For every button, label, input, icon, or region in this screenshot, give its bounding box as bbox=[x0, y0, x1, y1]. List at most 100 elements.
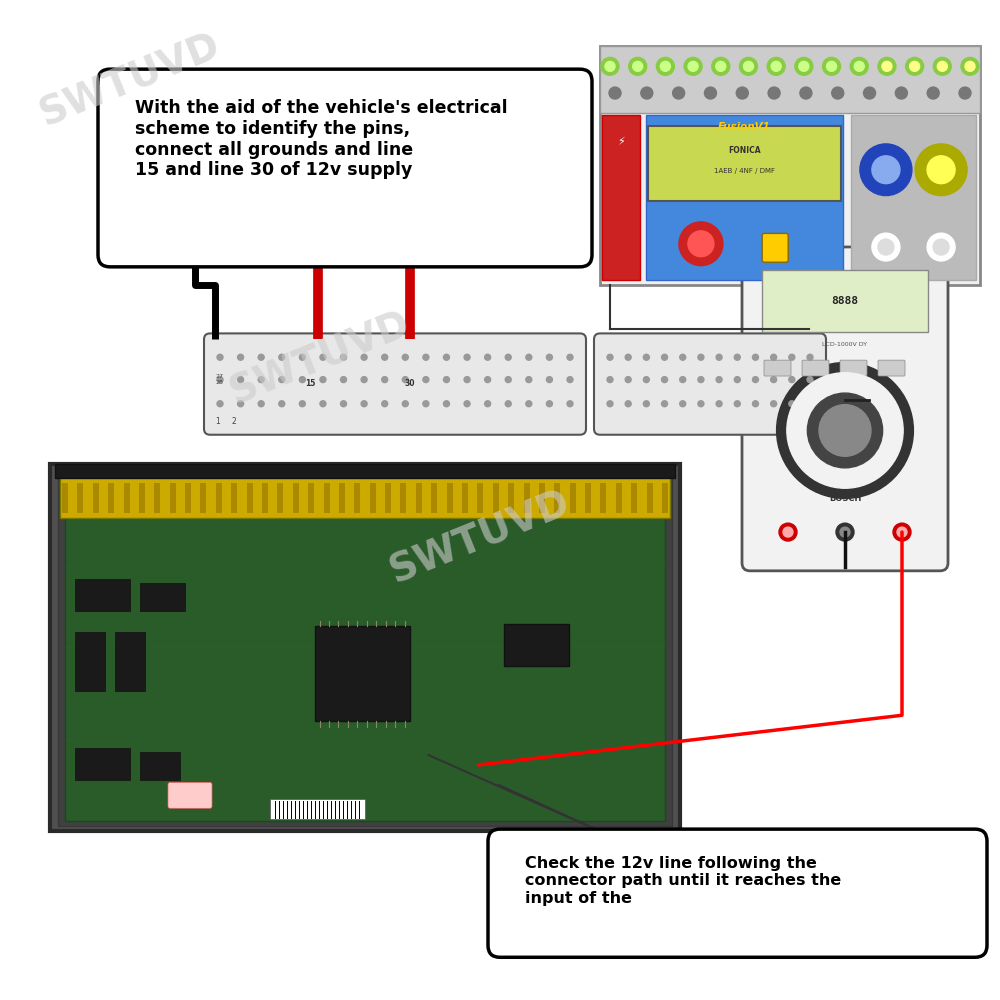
Circle shape bbox=[629, 57, 647, 75]
Circle shape bbox=[752, 401, 758, 407]
Circle shape bbox=[819, 405, 871, 456]
FancyBboxPatch shape bbox=[170, 483, 176, 513]
FancyBboxPatch shape bbox=[154, 483, 160, 513]
Circle shape bbox=[736, 87, 748, 99]
FancyBboxPatch shape bbox=[662, 483, 668, 513]
FancyBboxPatch shape bbox=[262, 483, 268, 513]
Circle shape bbox=[854, 61, 864, 71]
Circle shape bbox=[860, 144, 912, 196]
Circle shape bbox=[734, 401, 740, 407]
Text: 1: 1 bbox=[215, 417, 220, 426]
Circle shape bbox=[927, 87, 939, 99]
FancyBboxPatch shape bbox=[115, 632, 145, 691]
Circle shape bbox=[893, 523, 911, 541]
FancyBboxPatch shape bbox=[646, 115, 843, 280]
FancyBboxPatch shape bbox=[508, 483, 514, 513]
Text: Check the 12v line following the
connector path until it reaches the
input of th: Check the 12v line following the connect… bbox=[525, 856, 841, 906]
Circle shape bbox=[767, 57, 785, 75]
Circle shape bbox=[485, 377, 491, 383]
Circle shape bbox=[882, 61, 892, 71]
FancyBboxPatch shape bbox=[616, 483, 622, 513]
Text: ⚡: ⚡ bbox=[617, 137, 625, 147]
Circle shape bbox=[662, 354, 668, 360]
Circle shape bbox=[464, 354, 470, 360]
Circle shape bbox=[965, 61, 975, 71]
Circle shape bbox=[546, 401, 552, 407]
FancyBboxPatch shape bbox=[324, 483, 330, 513]
Circle shape bbox=[895, 87, 907, 99]
Circle shape bbox=[299, 401, 305, 407]
Circle shape bbox=[464, 377, 470, 383]
Text: 8888: 8888 bbox=[832, 296, 858, 306]
FancyBboxPatch shape bbox=[488, 829, 987, 957]
Circle shape bbox=[423, 401, 429, 407]
Text: 1AEB / 4NF / DMF: 1AEB / 4NF / DMF bbox=[714, 168, 775, 174]
Circle shape bbox=[850, 57, 868, 75]
FancyBboxPatch shape bbox=[585, 483, 591, 513]
Circle shape bbox=[910, 61, 920, 71]
Circle shape bbox=[546, 354, 552, 360]
FancyBboxPatch shape bbox=[124, 483, 130, 513]
FancyBboxPatch shape bbox=[447, 483, 453, 513]
FancyBboxPatch shape bbox=[370, 483, 376, 513]
FancyBboxPatch shape bbox=[270, 799, 365, 819]
Circle shape bbox=[464, 401, 470, 407]
FancyBboxPatch shape bbox=[647, 483, 653, 513]
FancyBboxPatch shape bbox=[168, 782, 212, 808]
Circle shape bbox=[789, 354, 795, 360]
FancyBboxPatch shape bbox=[60, 473, 670, 518]
Circle shape bbox=[679, 222, 723, 266]
FancyBboxPatch shape bbox=[140, 583, 185, 611]
Circle shape bbox=[443, 401, 449, 407]
Circle shape bbox=[662, 377, 668, 383]
FancyBboxPatch shape bbox=[231, 483, 237, 513]
Circle shape bbox=[688, 61, 698, 71]
FancyBboxPatch shape bbox=[277, 483, 283, 513]
Circle shape bbox=[601, 57, 619, 75]
FancyBboxPatch shape bbox=[631, 483, 637, 513]
Circle shape bbox=[505, 401, 511, 407]
Circle shape bbox=[279, 354, 285, 360]
FancyBboxPatch shape bbox=[204, 333, 586, 435]
Circle shape bbox=[807, 401, 813, 407]
Circle shape bbox=[800, 87, 812, 99]
Circle shape bbox=[915, 144, 967, 196]
Circle shape bbox=[961, 57, 979, 75]
Circle shape bbox=[959, 87, 971, 99]
Circle shape bbox=[526, 354, 532, 360]
FancyBboxPatch shape bbox=[594, 333, 826, 435]
Circle shape bbox=[716, 377, 722, 383]
Text: SWTUVD: SWTUVD bbox=[34, 27, 226, 134]
Circle shape bbox=[906, 57, 924, 75]
Circle shape bbox=[795, 57, 813, 75]
Circle shape bbox=[320, 401, 326, 407]
FancyBboxPatch shape bbox=[315, 626, 410, 721]
Circle shape bbox=[673, 87, 685, 99]
FancyBboxPatch shape bbox=[524, 483, 530, 513]
Text: 27
28: 27 28 bbox=[215, 374, 223, 385]
FancyBboxPatch shape bbox=[539, 483, 545, 513]
Circle shape bbox=[712, 57, 730, 75]
FancyBboxPatch shape bbox=[108, 483, 114, 513]
Circle shape bbox=[526, 377, 532, 383]
Circle shape bbox=[443, 354, 449, 360]
Circle shape bbox=[567, 401, 573, 407]
FancyBboxPatch shape bbox=[764, 360, 791, 376]
FancyBboxPatch shape bbox=[840, 360, 867, 376]
FancyBboxPatch shape bbox=[62, 483, 68, 513]
Circle shape bbox=[605, 61, 615, 71]
Circle shape bbox=[238, 401, 244, 407]
FancyBboxPatch shape bbox=[308, 483, 314, 513]
Text: With the aid of the vehicle's electrical
scheme to identify the pins,
connect al: With the aid of the vehicle's electrical… bbox=[135, 99, 508, 179]
Circle shape bbox=[382, 377, 388, 383]
FancyBboxPatch shape bbox=[762, 233, 788, 262]
Circle shape bbox=[361, 401, 367, 407]
Circle shape bbox=[402, 377, 408, 383]
Circle shape bbox=[423, 377, 429, 383]
Text: 30: 30 bbox=[405, 379, 416, 388]
Circle shape bbox=[734, 354, 740, 360]
FancyBboxPatch shape bbox=[247, 483, 253, 513]
Circle shape bbox=[485, 401, 491, 407]
Circle shape bbox=[361, 354, 367, 360]
Text: FONICA: FONICA bbox=[728, 146, 761, 155]
